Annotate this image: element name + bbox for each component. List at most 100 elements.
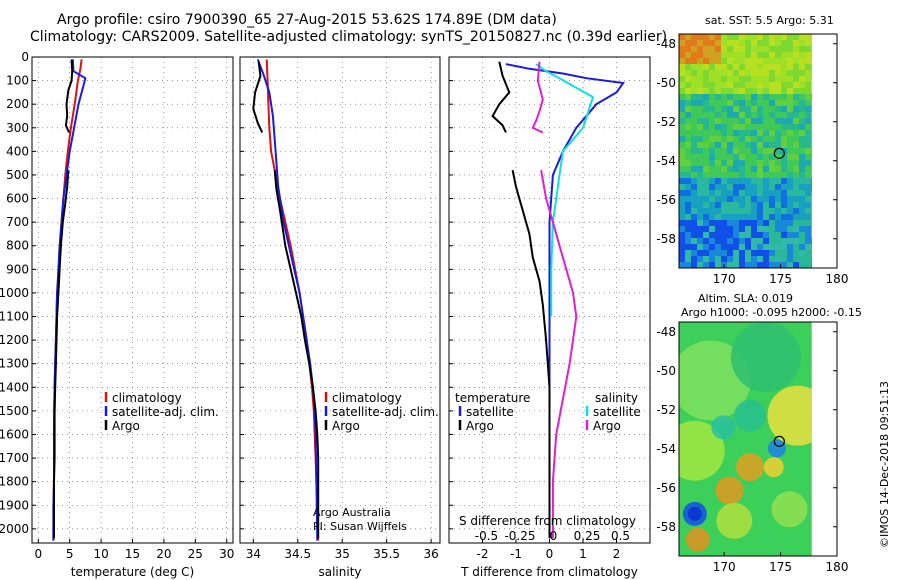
series-line-temperature-argo (511, 169, 551, 539)
sst-cell (763, 154, 769, 160)
sst-cell (703, 46, 709, 52)
sst-cell (709, 118, 715, 124)
sst-cell (805, 190, 811, 196)
sst-cell (679, 106, 685, 112)
sst-cell (721, 52, 727, 58)
sst-cell (691, 166, 697, 172)
sst-cell (799, 76, 805, 82)
sst-cell (799, 262, 805, 268)
sst-cell (703, 142, 709, 148)
series-line-argo (53, 170, 70, 539)
sst-cell (727, 178, 733, 184)
y-tick-label: 0 (21, 50, 29, 64)
sst-cell (763, 250, 769, 256)
sst-cell (799, 172, 805, 178)
sst-cell (733, 262, 739, 268)
sst-cell (721, 58, 727, 64)
sst-cell (685, 214, 691, 220)
sst-cell (763, 178, 769, 184)
sst-cell (697, 100, 703, 106)
sst-cell (769, 190, 775, 196)
sst-cell (691, 76, 697, 82)
sst-cell (751, 58, 757, 64)
sst-cell (709, 124, 715, 130)
sst-cell (721, 220, 727, 226)
sst-cell (721, 76, 727, 82)
sst-cell (775, 202, 781, 208)
sst-cell (799, 88, 805, 94)
sst-cell (781, 124, 787, 130)
sst-cell (697, 124, 703, 130)
sst-cell (691, 82, 697, 88)
sst-cell (721, 94, 727, 100)
map-field (679, 34, 812, 268)
sst-cell (775, 214, 781, 220)
sst-cell (793, 166, 799, 172)
sst-cell (763, 82, 769, 88)
sst-cell (715, 184, 721, 190)
sst-cell (787, 232, 793, 238)
y-tick-label: 1200 (0, 333, 29, 347)
sst-cell (763, 70, 769, 76)
sst-cell (739, 58, 745, 64)
sst-cell (733, 52, 739, 58)
sst-cell (697, 130, 703, 136)
sst-cell (691, 196, 697, 202)
sst-cell (745, 124, 751, 130)
sst-cell (685, 136, 691, 142)
sst-cell (751, 244, 757, 250)
sst-cell (775, 196, 781, 202)
difference-panel: -2 -1 0 1 2 T difference from climatology temp… (448, 56, 651, 579)
sst-cell (805, 118, 811, 124)
sst-cell (799, 106, 805, 112)
sst-cell (739, 82, 745, 88)
sst-cell (763, 118, 769, 124)
sst-cell (799, 124, 805, 130)
series-line-satellite-adj-clim- (256, 59, 319, 541)
sst-cell (685, 220, 691, 226)
plot-frame (31, 56, 234, 544)
sst-cell (787, 238, 793, 244)
sst-cell (691, 160, 697, 166)
sst-cell (679, 148, 685, 154)
figure-title-line1: Argo profile: csiro 7900390_65 27-Aug-20… (57, 12, 557, 28)
sst-cell (745, 52, 751, 58)
sst-cell (685, 232, 691, 238)
sst-cell (775, 262, 781, 268)
sst-cell (685, 196, 691, 202)
sst-cell (727, 40, 733, 46)
figure-title-line2: Climatology: CARS2009. Satellite-adjuste… (30, 29, 667, 45)
sst-cell (739, 226, 745, 232)
sst-cell (775, 190, 781, 196)
sst-cell (787, 166, 793, 172)
sst-cell (709, 70, 715, 76)
sst-cell (799, 202, 805, 208)
sst-cell (751, 136, 757, 142)
sst-cell (793, 124, 799, 130)
sst-cell (733, 196, 739, 202)
sst-cell (751, 34, 757, 40)
sst-cell (703, 214, 709, 220)
sst-cell (679, 202, 685, 208)
sst-cell (739, 250, 745, 256)
sst-cell (745, 40, 751, 46)
sst-cell (769, 208, 775, 214)
sst-cell (679, 256, 685, 262)
sst-cell (757, 124, 763, 130)
sst-cell (793, 40, 799, 46)
sst-cell (769, 40, 775, 46)
sst-cell (745, 184, 751, 190)
sst-cell (697, 136, 703, 142)
sst-cell (739, 136, 745, 142)
sst-cell (727, 256, 733, 262)
sst-cell (697, 142, 703, 148)
sst-cell (685, 76, 691, 82)
sst-cell (703, 34, 709, 40)
sst-cell (709, 64, 715, 70)
sst-cell (751, 64, 757, 70)
sst-cell (745, 64, 751, 70)
sla-blob (730, 322, 801, 393)
sst-cell (697, 160, 703, 166)
sst-cell (805, 106, 811, 112)
sst-cell (775, 244, 781, 250)
